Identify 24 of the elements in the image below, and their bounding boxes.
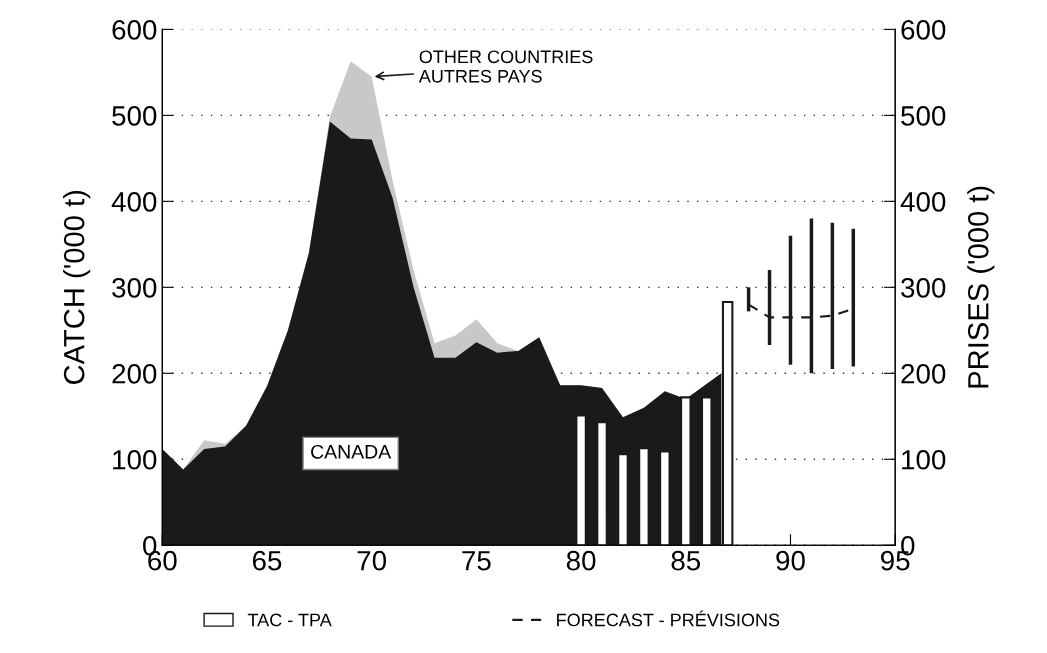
annotation: CANADA bbox=[311, 444, 392, 459]
y-tick-label: 600 bbox=[112, 20, 157, 40]
x-tick-label: 65 bbox=[252, 550, 282, 571]
x-tick-label: 75 bbox=[462, 551, 491, 571]
legend-label: FORECAST - PRÉVISIONS bbox=[557, 610, 780, 627]
y2-tick-label: 400 bbox=[900, 192, 946, 212]
legend-label: TAC - TPA bbox=[247, 613, 332, 627]
y2-tick-label: 300 bbox=[901, 277, 946, 298]
y2-tick-label: 600 bbox=[901, 20, 946, 40]
y2-axis-title: PRISES ('000 t) bbox=[967, 186, 995, 388]
x-tick-label: 90 bbox=[776, 550, 805, 571]
y-tick-label: 400 bbox=[111, 192, 157, 212]
x-tick-label: 85 bbox=[671, 550, 701, 571]
y-tick-label: 200 bbox=[112, 363, 157, 384]
y2-tick-label: 500 bbox=[901, 106, 946, 126]
annotation: OTHER COUNTRIES AUTRES PAYS bbox=[418, 50, 593, 83]
x-tick-label: 70 bbox=[357, 550, 387, 571]
y2-tick-label: 100 bbox=[902, 449, 946, 470]
y-axis-title: CATCH ('000 t) bbox=[63, 190, 91, 384]
y2-tick-label: 200 bbox=[901, 363, 946, 384]
x-tick-label: 80 bbox=[566, 550, 596, 571]
y-tick-label: 100 bbox=[113, 449, 157, 470]
y-tick-label: 300 bbox=[112, 277, 157, 298]
y-tick-label: 500 bbox=[112, 106, 157, 126]
